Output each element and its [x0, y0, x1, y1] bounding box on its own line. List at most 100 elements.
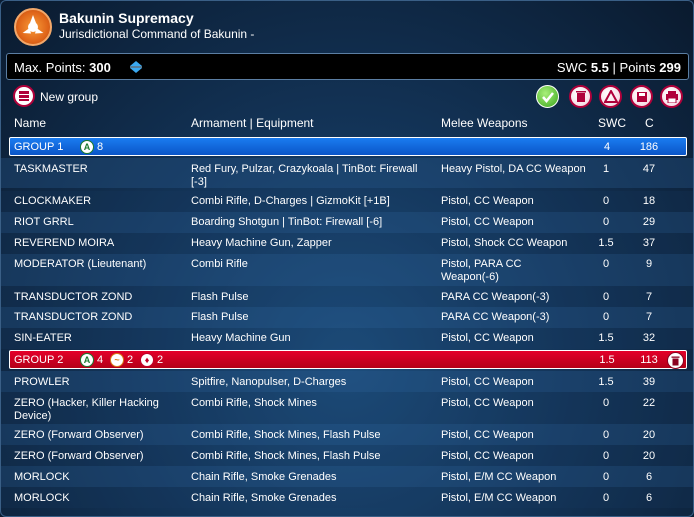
unit-armament: Combi Rifle, D-Charges | GizmoKit [+1B]: [191, 195, 390, 207]
group-label: GROUP 1: [14, 141, 64, 153]
max-points-label: Max. Points:: [14, 60, 86, 75]
table-row[interactable]: REVEREND MOIRA Heavy Machine Gun, Zapper…: [1, 233, 693, 254]
group-swc: 1.5: [599, 354, 615, 366]
unit-name: RIOT GRRL: [14, 216, 74, 228]
table-row[interactable]: RIOT GRRL Boarding Shotgun | TinBot: Fir…: [1, 212, 693, 233]
unit-swc: 0: [602, 258, 610, 270]
max-points: Max. Points: 300: [14, 60, 111, 75]
unit-swc: 0: [602, 450, 610, 462]
unit-name: REVEREND MOIRA: [14, 237, 115, 249]
table-row[interactable]: ZERO (Forward Observer) Combi Rifle, Sho…: [1, 424, 693, 445]
unit-swc: 0: [602, 492, 610, 504]
unit-armament: Spitfire, Nanopulser, D-Charges: [191, 376, 347, 388]
unit-swc: 1.5: [598, 332, 614, 344]
group-header-1[interactable]: GROUP 1 A 8 4 186: [9, 137, 687, 156]
unit-cost: 22: [642, 397, 656, 409]
table-row[interactable]: MORLOCK Chain Rifle, Smoke Grenades Pist…: [1, 466, 693, 487]
points-stepper-icon[interactable]: [128, 59, 144, 75]
group-cost: 186: [639, 141, 659, 153]
unit-armament: Flash Pulse: [191, 291, 249, 303]
unit-cost: 7: [645, 291, 653, 303]
unit-cost: 39: [642, 376, 656, 388]
save-icon[interactable]: [630, 85, 653, 108]
unit-armament: Heavy Machine Gun: [191, 332, 291, 344]
points-label: Points: [619, 60, 656, 75]
regular-order-icon: A: [80, 353, 94, 367]
unit-cost: 9: [645, 258, 653, 270]
unit-cost: 32: [642, 332, 656, 344]
max-points-value[interactable]: 300: [89, 60, 111, 75]
unit-name: ZERO (Forward Observer): [14, 429, 144, 441]
swc-points-summary: SWC 5.5 | Points 299: [557, 60, 681, 75]
table-row[interactable]: TRANSDUCTOR ZOND Flash Pulse PARA CC Wea…: [1, 286, 693, 307]
unit-cost: 6: [645, 492, 653, 504]
column-header-swc: SWC: [598, 116, 626, 130]
impetuous-order-count: 2: [157, 354, 164, 366]
table-row[interactable]: SIN-EATER Heavy Machine Gun Pistol, CC W…: [1, 328, 693, 349]
unit-name: CLOCKMAKER: [14, 195, 92, 207]
group-header-2[interactable]: GROUP 2 A 4 ~ 2 ♦ 2 1.5 113: [9, 350, 687, 369]
new-group-button[interactable]: New group: [40, 90, 99, 104]
unit-name: SIN-EATER: [14, 332, 72, 344]
unit-armament: Red Fury, Pulzar, Crazykoala | TinBot: F…: [191, 163, 418, 188]
unit-melee: Heavy Pistol, DA CC Weapon: [441, 163, 586, 175]
regular-order-count: 8: [97, 141, 104, 153]
unit-melee: PARA CC Weapon(-3): [441, 291, 550, 303]
unit-swc: 0: [602, 471, 610, 483]
unit-cost: 20: [642, 429, 656, 441]
unit-melee: PARA CC Weapon(-3): [441, 311, 550, 323]
table-row[interactable]: ZERO (Forward Observer) Combi Rifle, Sho…: [1, 445, 693, 466]
unit-swc: 1.5: [598, 237, 614, 249]
warning-triangle-icon[interactable]: [599, 85, 622, 108]
unit-armament: Combi Rifle, Shock Mines: [191, 397, 317, 409]
unit-swc: 0: [602, 195, 610, 207]
irregular-order-icon: ~: [110, 353, 124, 367]
unit-cost: 37: [642, 237, 656, 249]
check-icon[interactable]: [536, 85, 559, 108]
unit-name: MODERATOR (Lieutenant): [14, 258, 147, 270]
army-title: Bakunin Supremacy: [59, 10, 194, 26]
unit-name: ZERO (Forward Observer): [14, 450, 144, 462]
unit-swc: 0: [602, 216, 610, 228]
table-row[interactable]: TRANSDUCTOR ZOND Flash Pulse PARA CC Wea…: [1, 307, 693, 328]
army-subtitle: Jurisdictional Command of Bakunin -: [59, 27, 255, 41]
table-row[interactable]: MORLOCK Chain Rifle, Smoke Grenades Pist…: [1, 487, 693, 508]
unit-swc: 1.5: [598, 376, 614, 388]
table-row[interactable]: TASKMASTER Red Fury, Pulzar, Crazykoala …: [1, 158, 693, 188]
impetuous-order-icon: ♦: [140, 353, 154, 367]
column-header-armament: Armament | Equipment: [191, 116, 314, 130]
unit-swc: 1: [602, 163, 610, 175]
unit-cost: 20: [642, 450, 656, 462]
unit-name: MORLOCK: [14, 492, 70, 504]
table-row[interactable]: ZERO (Hacker, Killer Hacking Device) Com…: [1, 392, 693, 424]
table-row[interactable]: PROWLER Spitfire, Nanopulser, D-Charges …: [1, 371, 693, 392]
faction-logo-icon: [14, 8, 52, 46]
trash-icon[interactable]: [569, 85, 592, 108]
swc-value: 5.5: [590, 60, 609, 75]
points-bar: Max. Points: 300 SWC 5.5 | Points 299: [6, 53, 689, 80]
print-icon[interactable]: [660, 85, 683, 108]
swc-label: SWC: [556, 60, 588, 75]
table-row[interactable]: MODERATOR (Lieutenant) Combi Rifle Pisto…: [1, 254, 693, 286]
regular-order-count: 4: [97, 354, 104, 366]
delete-group-icon[interactable]: [667, 352, 684, 369]
unit-cost: 29: [642, 216, 656, 228]
table-row[interactable]: CLOCKMAKER Combi Rifle, D-Charges | Gizm…: [1, 191, 693, 212]
unit-melee: Pistol, E/M CC Weapon: [441, 471, 557, 483]
column-header-name: Name: [14, 116, 47, 130]
unit-armament: Combi Rifle, Shock Mines, Flash Pulse: [191, 429, 381, 441]
group-swc: 4: [603, 141, 611, 153]
unit-melee: Pistol, CC Weapon: [441, 376, 534, 388]
unit-name: TASKMASTER: [14, 163, 88, 175]
unit-armament: Combi Rifle: [191, 258, 248, 270]
unit-cost: 6: [645, 471, 653, 483]
new-group-icon[interactable]: [13, 85, 35, 107]
unit-name: MORLOCK: [14, 471, 70, 483]
column-header-melee: Melee Weapons: [441, 116, 528, 130]
unit-armament: Heavy Machine Gun, Zapper: [191, 237, 332, 249]
summary-separator: |: [612, 60, 616, 75]
unit-melee: Pistol, E/M CC Weapon: [441, 492, 557, 504]
unit-armament: Combi Rifle, Shock Mines, Flash Pulse: [191, 450, 381, 462]
unit-melee: Pistol, CC Weapon: [441, 429, 534, 441]
unit-melee: Pistol, PARA CC Weapon(-6): [441, 258, 522, 283]
